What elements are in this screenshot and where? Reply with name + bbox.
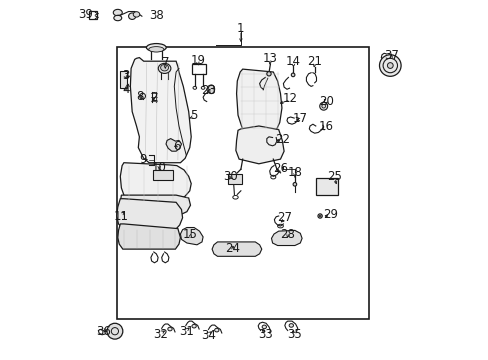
Ellipse shape xyxy=(113,9,122,16)
Bar xyxy=(192,64,205,74)
Bar xyxy=(120,71,126,88)
Text: 38: 38 xyxy=(149,9,163,22)
Circle shape xyxy=(379,55,400,76)
Ellipse shape xyxy=(146,44,166,51)
Polygon shape xyxy=(120,163,191,202)
Text: 26: 26 xyxy=(272,162,287,175)
Text: 29: 29 xyxy=(322,208,337,221)
Text: 30: 30 xyxy=(222,170,237,183)
Text: 36: 36 xyxy=(96,325,111,338)
Ellipse shape xyxy=(148,46,163,52)
Bar xyxy=(316,178,337,195)
Text: 25: 25 xyxy=(326,170,341,183)
Text: 10: 10 xyxy=(151,161,166,174)
Polygon shape xyxy=(271,230,302,246)
Polygon shape xyxy=(180,228,203,245)
Bar xyxy=(228,174,242,184)
Text: 16: 16 xyxy=(318,120,333,133)
Ellipse shape xyxy=(128,13,136,19)
Text: 15: 15 xyxy=(183,228,198,241)
Ellipse shape xyxy=(317,214,322,218)
Text: 35: 35 xyxy=(286,328,301,341)
Polygon shape xyxy=(119,195,190,217)
Text: 24: 24 xyxy=(225,242,240,255)
Ellipse shape xyxy=(160,64,168,71)
Bar xyxy=(89,11,97,19)
Text: 2: 2 xyxy=(150,91,157,104)
Ellipse shape xyxy=(266,72,270,76)
Text: 11: 11 xyxy=(114,210,129,222)
Text: 20: 20 xyxy=(319,95,333,108)
Polygon shape xyxy=(235,126,284,164)
Text: 31: 31 xyxy=(179,325,193,338)
Circle shape xyxy=(386,63,392,68)
Text: 7: 7 xyxy=(161,57,169,69)
Text: 1: 1 xyxy=(237,22,244,35)
Ellipse shape xyxy=(192,324,196,328)
Circle shape xyxy=(140,93,145,99)
Ellipse shape xyxy=(319,102,327,110)
Text: 19: 19 xyxy=(190,54,205,67)
Text: 4: 4 xyxy=(122,83,129,96)
Polygon shape xyxy=(130,58,191,163)
Ellipse shape xyxy=(288,324,293,327)
Ellipse shape xyxy=(292,183,296,186)
Text: 34: 34 xyxy=(201,329,216,342)
Ellipse shape xyxy=(291,73,294,77)
Ellipse shape xyxy=(133,12,140,17)
Text: 5: 5 xyxy=(189,109,197,122)
Circle shape xyxy=(107,323,122,339)
Text: 6: 6 xyxy=(173,140,181,153)
Text: 8: 8 xyxy=(136,90,143,103)
Text: 9: 9 xyxy=(139,153,146,166)
Text: 18: 18 xyxy=(287,166,302,179)
Text: 37: 37 xyxy=(383,49,398,62)
Text: 22: 22 xyxy=(274,133,289,146)
Text: 21: 21 xyxy=(306,55,322,68)
Ellipse shape xyxy=(214,328,219,332)
Text: 33: 33 xyxy=(258,328,272,341)
Text: 12: 12 xyxy=(283,92,298,105)
Polygon shape xyxy=(236,69,282,137)
Bar xyxy=(117,47,368,319)
Polygon shape xyxy=(117,199,182,230)
Ellipse shape xyxy=(114,15,122,21)
Ellipse shape xyxy=(167,327,172,331)
Text: 23: 23 xyxy=(201,84,216,97)
Polygon shape xyxy=(118,224,180,249)
Text: 14: 14 xyxy=(285,55,300,68)
Polygon shape xyxy=(166,139,181,151)
Text: 28: 28 xyxy=(280,228,295,241)
Text: 39: 39 xyxy=(79,8,93,21)
Bar xyxy=(152,170,172,180)
Text: 3: 3 xyxy=(122,69,129,82)
Ellipse shape xyxy=(158,63,170,73)
Text: 13: 13 xyxy=(263,52,277,65)
Ellipse shape xyxy=(262,325,266,329)
Text: 17: 17 xyxy=(293,112,307,125)
Polygon shape xyxy=(212,242,261,256)
Text: 27: 27 xyxy=(277,211,292,224)
Text: 32: 32 xyxy=(153,328,168,341)
Ellipse shape xyxy=(208,85,214,94)
